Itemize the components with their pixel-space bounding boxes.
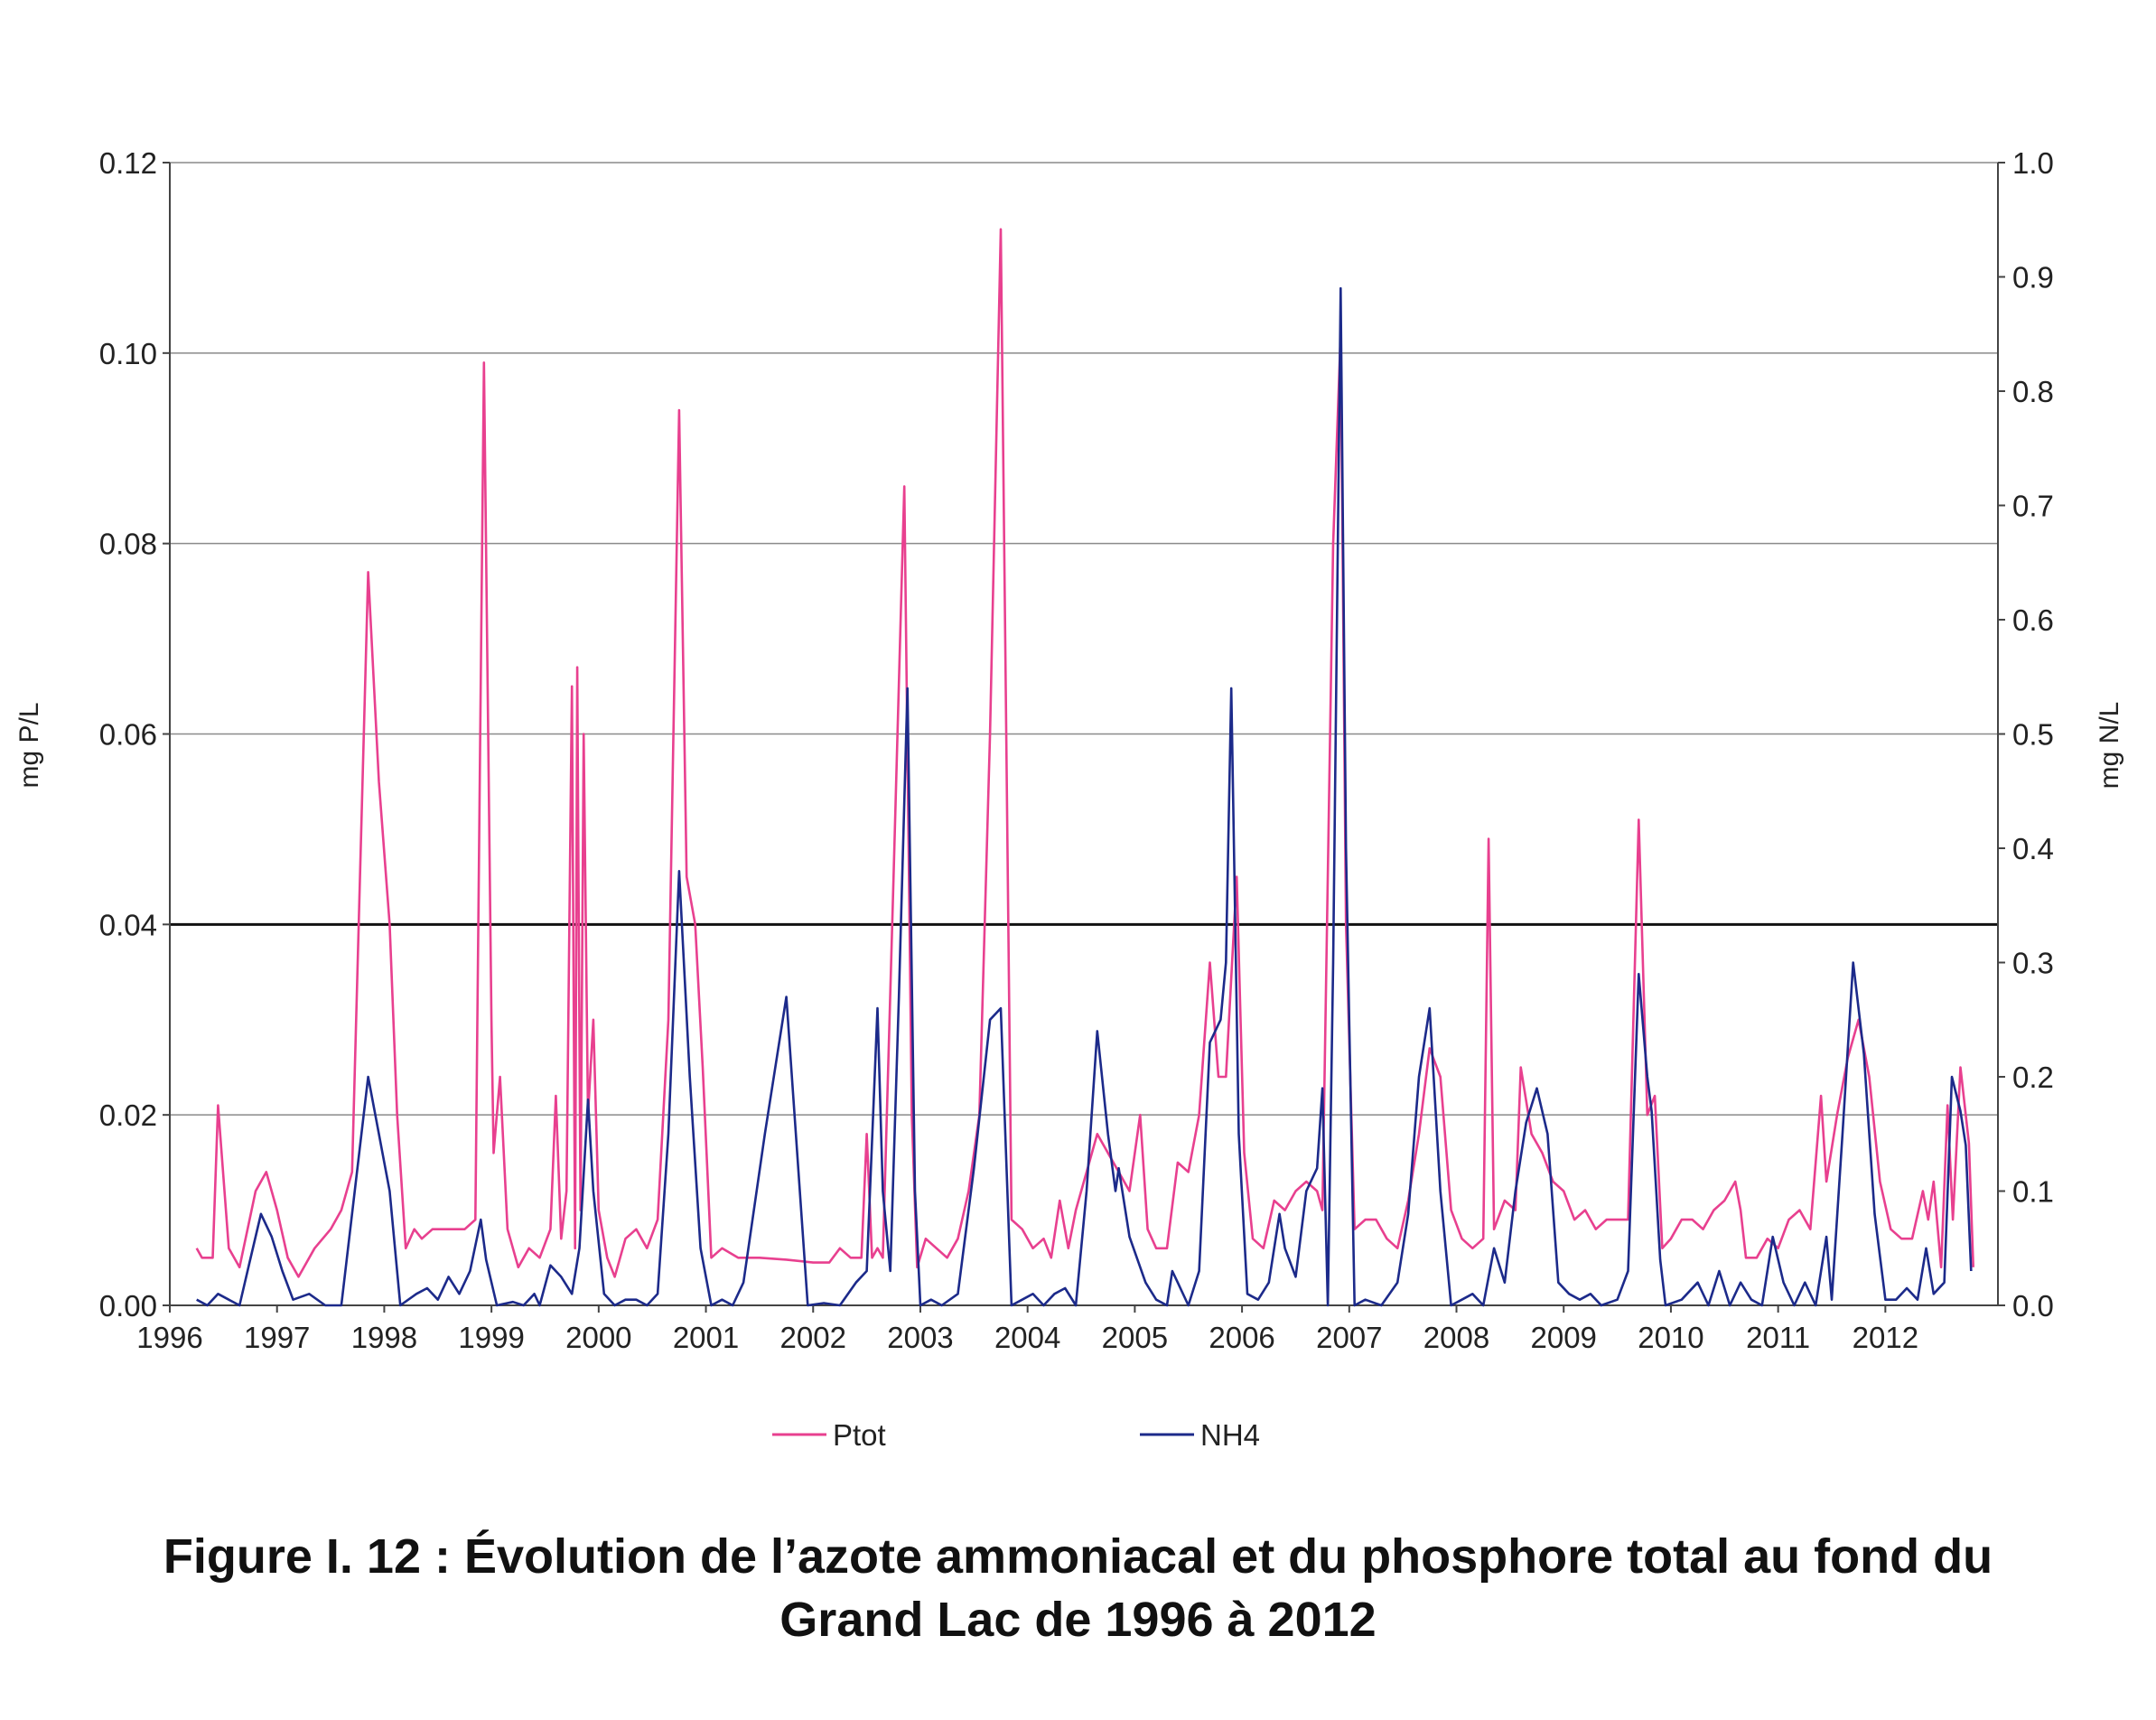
legend-nh4-label: NH4 xyxy=(1200,1418,1260,1452)
x-tick-label: 2009 xyxy=(1531,1321,1597,1354)
series-group xyxy=(195,228,1974,1307)
x-tick-label: 2002 xyxy=(780,1321,846,1354)
x-tick-label: 2004 xyxy=(994,1321,1060,1354)
x-tick-label: 2001 xyxy=(673,1321,739,1354)
y-tick-label: 0.00 xyxy=(99,1289,157,1323)
x-axis-ticks: 1996 1997 1998 1999 2000 2001 2002 2003 2004 2005… xyxy=(136,1305,1918,1354)
series-line-nh4 xyxy=(196,286,1973,1307)
y-tick-label: 0.10 xyxy=(99,337,157,370)
y-tick-label: 0.08 xyxy=(99,528,157,561)
y2-tick-label: 1.0 xyxy=(2012,146,2054,180)
y2-axis-label: mg N/L xyxy=(2095,702,2124,790)
legend: Ptot NH4 xyxy=(772,1418,1260,1452)
y-tick-label: 0.06 xyxy=(99,718,157,752)
x-tick-label: 1999 xyxy=(458,1321,524,1354)
x-tick-label: 2005 xyxy=(1102,1321,1168,1354)
y2-tick-label: 0.8 xyxy=(2012,375,2054,408)
y-tick-label: 0.02 xyxy=(99,1098,157,1132)
x-tick-label: 2006 xyxy=(1209,1321,1274,1354)
caption-line-2: Grand Lac de 1996 à 2012 xyxy=(779,1593,1377,1647)
x-tick-label: 1998 xyxy=(351,1321,417,1354)
y2-tick-label: 0.5 xyxy=(2012,718,2054,752)
y2-tick-label: 0.0 xyxy=(2012,1289,2054,1323)
y-axis-label: mg P/L xyxy=(14,702,44,788)
x-tick-label: 2010 xyxy=(1638,1321,1703,1354)
y-axis-ticks: 0.00 0.02 0.04 0.06 0.08 0.10 0.12 xyxy=(99,146,170,1323)
y2-tick-label: 0.3 xyxy=(2012,947,2054,980)
x-tick-label: 2012 xyxy=(1853,1321,1918,1354)
legend-ptot-label: Ptot xyxy=(833,1418,886,1452)
x-tick-label: 1996 xyxy=(136,1321,202,1354)
y-tick-label: 0.12 xyxy=(99,146,157,180)
x-tick-label: 2003 xyxy=(887,1321,953,1354)
x-tick-label: 2008 xyxy=(1423,1321,1489,1354)
y2-tick-label: 0.2 xyxy=(2012,1061,2054,1094)
x-tick-label: 1997 xyxy=(244,1321,310,1354)
caption-line-1: Figure I. 12 : Évolution de l’azote ammo… xyxy=(163,1529,1993,1584)
x-tick-label: 2011 xyxy=(1746,1321,1810,1354)
figure-caption: Figure I. 12 : Évolution de l’azote ammo… xyxy=(0,1525,2156,1651)
y2-tick-label: 0.7 xyxy=(2012,490,2054,523)
y2-axis-ticks: 0.0 0.1 0.2 0.3 0.4 0.5 0.6 0.7 0.8 0.9 1.0 xyxy=(1998,146,2054,1323)
series-line-ptot xyxy=(195,228,1974,1278)
gridlines xyxy=(170,162,1998,1116)
y2-tick-label: 0.6 xyxy=(2012,603,2054,637)
y2-tick-label: 0.9 xyxy=(2012,261,2054,294)
y-tick-label: 0.04 xyxy=(99,908,157,941)
y2-tick-label: 0.4 xyxy=(2012,832,2054,865)
x-tick-label: 2000 xyxy=(565,1321,631,1354)
y2-tick-label: 0.1 xyxy=(2012,1175,2054,1209)
x-tick-label: 2007 xyxy=(1316,1321,1382,1354)
